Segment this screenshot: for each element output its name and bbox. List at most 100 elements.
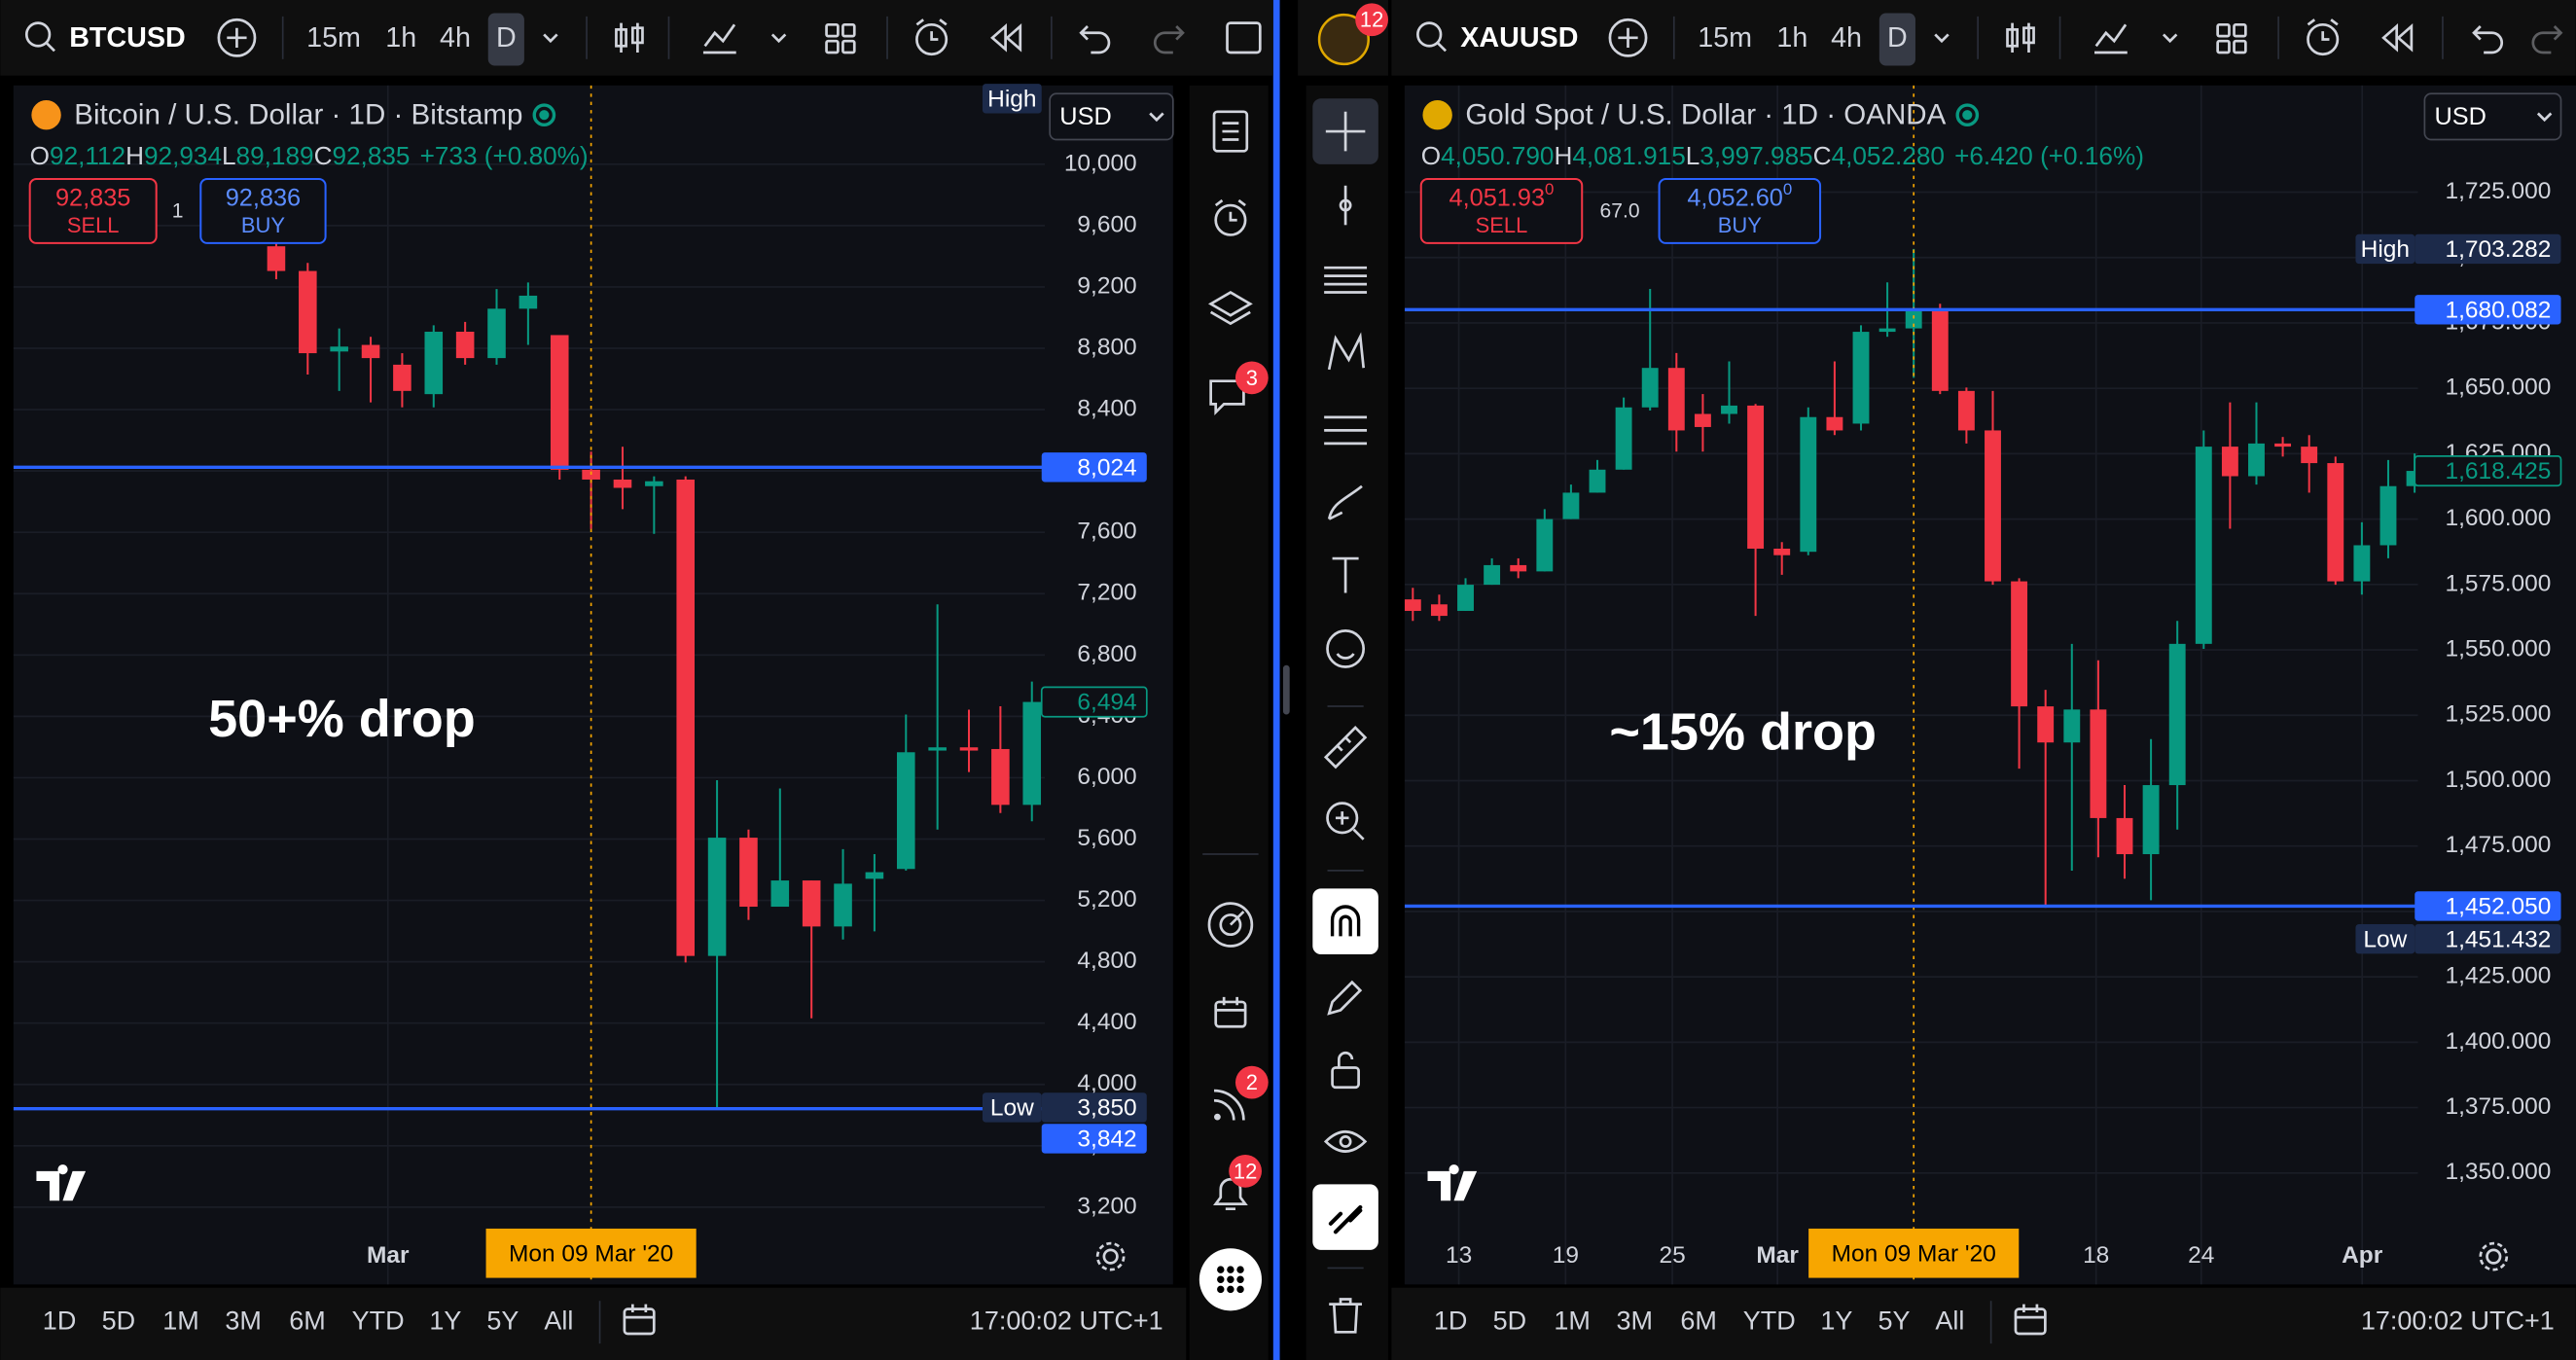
level-label-text: 1,680.082 <box>2446 297 2552 323</box>
range-button[interactable]: 1M <box>162 1306 199 1335</box>
icon-dial[interactable] <box>1207 902 1254 948</box>
icon-stroke <box>2015 1304 2046 1319</box>
icon-calendar[interactable] <box>1214 996 1247 1028</box>
range-button[interactable]: 1Y <box>1820 1306 1852 1335</box>
status-dot <box>1955 103 1980 127</box>
low-tag: Low <box>2355 923 2415 954</box>
icon-pencil[interactable] <box>1327 980 1363 1016</box>
range-button[interactable]: 1D <box>43 1306 77 1335</box>
y-tick-label: 4,400 <box>1077 1009 1136 1035</box>
badge-count: 3 <box>1246 366 1258 390</box>
icon-search <box>1416 21 1448 53</box>
icon-gear[interactable] <box>2479 1241 2509 1271</box>
interval[interactable]: 4h <box>440 22 471 54</box>
symbol[interactable]: BTCUSD <box>69 22 186 54</box>
icon-zoom[interactable] <box>1326 802 1365 841</box>
range-button[interactable]: 1M <box>1554 1306 1591 1335</box>
y-tick-label: 7,200 <box>1077 580 1136 606</box>
icon-text[interactable] <box>1332 556 1359 593</box>
candle-body <box>2248 443 2265 477</box>
candle-body <box>2221 447 2238 477</box>
icon-link[interactable] <box>1312 1184 1378 1250</box>
icon-stroke <box>1336 653 1355 660</box>
badge-bg <box>1234 1065 1269 1099</box>
range-button[interactable]: 6M <box>289 1306 326 1335</box>
sell-button-price-main: 92,835 <box>55 184 130 211</box>
high-tag: High <box>2355 233 2415 265</box>
icon-cross[interactable] <box>1325 111 1366 152</box>
icon-candle <box>2006 22 2035 54</box>
y-tick-label: 10,000 <box>1064 150 1137 176</box>
candle-body <box>1404 599 1421 611</box>
high-tag-bg <box>2355 233 2415 265</box>
icon-eye[interactable] <box>1323 1129 1368 1153</box>
icon-signal[interactable] <box>1213 1089 1245 1121</box>
interval[interactable]: 15m <box>1698 22 1752 54</box>
range-button[interactable]: 5D <box>102 1306 136 1335</box>
low-tag: Low <box>982 1092 1042 1123</box>
badge: 3 <box>1234 361 1269 395</box>
interval[interactable]: 4h <box>1831 22 1862 54</box>
range-button[interactable]: 5Y <box>486 1306 519 1335</box>
icon-lock[interactable] <box>1331 1051 1360 1090</box>
interval[interactable]: D <box>1887 22 1908 54</box>
level-label-bg <box>1041 452 1147 483</box>
icon-stroke <box>1153 25 1185 54</box>
icon-list[interactable] <box>1212 110 1249 153</box>
interval[interactable]: 15m <box>306 22 361 54</box>
interval[interactable]: 1h <box>1776 22 1807 54</box>
divider-handle[interactable] <box>1282 664 1290 715</box>
candle-body <box>1694 413 1711 427</box>
avatar[interactable] <box>1317 13 1370 66</box>
currency-select[interactable]: USD <box>1049 92 1174 141</box>
legend-title: Bitcoin / U.S. Dollar · 1D · Bitstamp <box>74 99 522 131</box>
range-button[interactable]: 5D <box>1493 1306 1527 1335</box>
range-button[interactable]: 3M <box>225 1306 262 1335</box>
icon-smile[interactable] <box>1326 628 1366 668</box>
icon-stroke <box>2006 28 2020 48</box>
low-tag-bg <box>2355 923 2415 954</box>
icon-stroke <box>1214 1000 1247 1028</box>
range-button[interactable]: YTD <box>352 1306 405 1335</box>
range-button[interactable]: 1Y <box>429 1306 461 1335</box>
range-button[interactable]: 3M <box>1616 1306 1653 1335</box>
range-button[interactable]: 1D <box>1434 1306 1468 1335</box>
icon-stroke <box>1079 25 1111 54</box>
symbol[interactable]: XAUUSD <box>1460 22 1578 54</box>
icon-stroke <box>990 23 1022 53</box>
icon-gear[interactable] <box>1095 1241 1126 1271</box>
y-tick-label: 5,200 <box>1077 886 1136 913</box>
icon-alarm <box>915 18 948 56</box>
icon-pattern[interactable] <box>1327 332 1366 371</box>
range-button[interactable]: All <box>1935 1306 1964 1335</box>
icon-magnet[interactable] <box>1312 888 1378 954</box>
range-button[interactable]: All <box>544 1306 573 1335</box>
interval[interactable]: 1h <box>385 22 416 54</box>
range-button[interactable]: YTD <box>1743 1306 1796 1335</box>
icon-alarm[interactable] <box>1214 198 1247 236</box>
icon-line1[interactable] <box>1339 185 1352 226</box>
candle-body <box>550 335 569 470</box>
icon-trash[interactable] <box>1329 1298 1362 1334</box>
range-button[interactable]: 6M <box>1680 1306 1717 1335</box>
y-tick-label: 5,600 <box>1077 825 1136 851</box>
icon-fib[interactable] <box>1324 415 1368 446</box>
x-tick-label: Mar <box>1756 1242 1799 1269</box>
icon-calendar[interactable] <box>623 1304 656 1336</box>
icon-brush[interactable] <box>1327 484 1363 520</box>
high-value-text: 1,703.282 <box>2446 236 2552 263</box>
level-label-bg <box>2415 891 2561 921</box>
range-button[interactable]: 5Y <box>1878 1306 1911 1335</box>
icon-ruler[interactable] <box>1323 726 1368 769</box>
bottom-bar <box>1391 1287 2576 1360</box>
icon-stroke <box>825 39 840 54</box>
interval[interactable]: D <box>496 22 517 54</box>
icon-layers[interactable] <box>1207 290 1253 326</box>
icon-calendar[interactable] <box>2014 1304 2047 1336</box>
currency-select[interactable]: USD <box>2423 92 2562 141</box>
icon-lines[interactable] <box>1324 266 1368 294</box>
